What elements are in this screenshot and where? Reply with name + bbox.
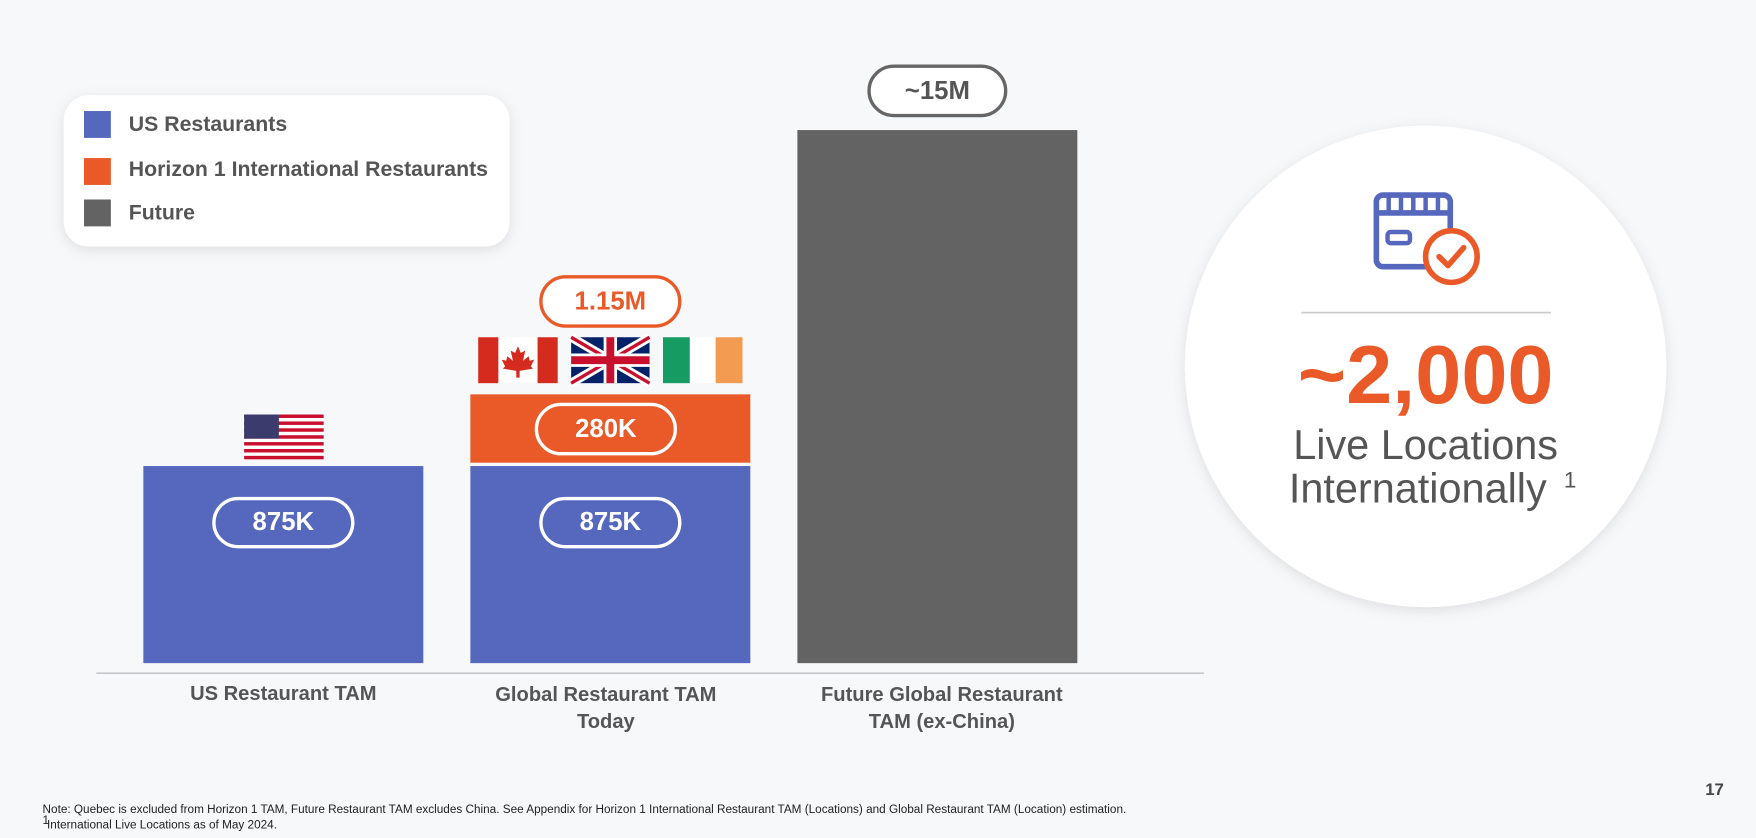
footnote: International Live Locations as of May 2… [47, 819, 277, 832]
pill [539, 275, 682, 328]
legend-label: US Restaurants [129, 112, 287, 136]
bar-label: 280K [575, 415, 637, 443]
bar-label: 875K [253, 508, 315, 536]
category-label: Global Restaurant TAM [495, 684, 716, 706]
footnote-marker: 1 [43, 814, 50, 827]
flag-ireland [662, 337, 743, 384]
stat-text: Live Locations [1293, 421, 1558, 468]
legend-swatch [83, 111, 111, 138]
legend-label: Future [129, 201, 195, 225]
page-number: 17 [1705, 780, 1724, 799]
legend-swatch [83, 158, 111, 185]
stat-circle [1184, 125, 1667, 608]
footnote: Note: Quebec is excluded from Horizon 1 … [43, 803, 1127, 816]
flag-uk [568, 333, 652, 388]
pill [867, 64, 1008, 118]
pill [212, 496, 355, 549]
legend: US Restaurants Horizon 1 International R… [63, 95, 510, 247]
pill [534, 402, 677, 456]
bar-future [797, 130, 1078, 664]
total-label: ~15M [905, 77, 970, 105]
store-icon [1373, 192, 1480, 286]
flag-us [244, 414, 324, 460]
legend-box [63, 95, 510, 247]
category-label: TAM (ex-China) [869, 711, 1015, 733]
total-label: 1.15M [575, 287, 647, 315]
category-label: Today [577, 711, 636, 733]
legend-swatch [83, 199, 111, 227]
stat-value: ~2,000 [1298, 328, 1554, 421]
flag-canada [478, 337, 558, 384]
bar-us [143, 466, 424, 664]
category-label: Future Global Restaurant [821, 684, 1063, 706]
pill [539, 496, 682, 549]
bar-label: 875K [580, 508, 642, 536]
superscript: 1 [1564, 468, 1576, 493]
category-label: US Restaurant TAM [190, 683, 377, 705]
legend-label: Horizon 1 International Restaurants [129, 157, 488, 181]
bar-us [470, 466, 751, 664]
stat-text: Internationally [1289, 465, 1547, 512]
